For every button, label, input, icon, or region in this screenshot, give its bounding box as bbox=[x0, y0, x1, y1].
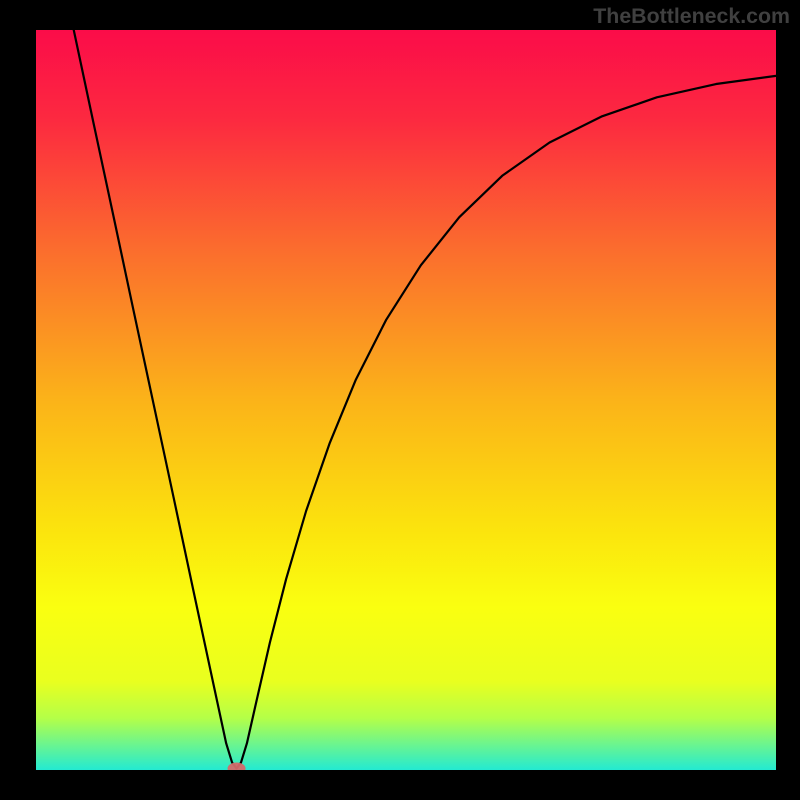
chart-frame: TheBottleneck.com bbox=[0, 0, 800, 800]
watermark-text: TheBottleneck.com bbox=[593, 4, 790, 29]
plot-svg bbox=[36, 30, 776, 770]
plot-background bbox=[36, 30, 776, 770]
plot-area bbox=[36, 30, 776, 770]
